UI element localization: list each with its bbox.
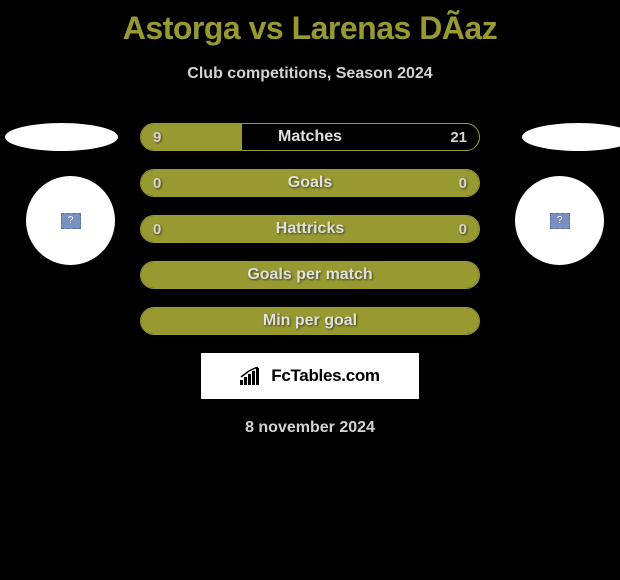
stats-area: 9 Matches 21 0 Goals 0 0 Hattricks 0 Goa… bbox=[0, 123, 620, 437]
stat-label: Goals per match bbox=[247, 266, 372, 284]
comparison-card: Astorga vs Larenas DÃ­az Club competitio… bbox=[0, 0, 620, 437]
stat-rows: 9 Matches 21 0 Goals 0 0 Hattricks 0 Goa… bbox=[140, 123, 480, 335]
stat-left-value: 0 bbox=[153, 221, 161, 238]
player-right-name-placeholder bbox=[522, 123, 620, 151]
stat-row-matches: 9 Matches 21 bbox=[140, 123, 480, 151]
stat-label: Goals bbox=[288, 174, 332, 192]
stat-label: Hattricks bbox=[276, 220, 344, 238]
stat-row-goals: 0 Goals 0 bbox=[140, 169, 480, 197]
stat-right-value: 0 bbox=[459, 175, 467, 192]
player-left-name-placeholder bbox=[5, 123, 118, 151]
image-placeholder-icon bbox=[550, 213, 570, 229]
stat-left-value: 0 bbox=[153, 175, 161, 192]
date-text: 8 november 2024 bbox=[0, 419, 620, 437]
stat-row-min-per-goal: Min per goal bbox=[140, 307, 480, 335]
player-left-avatar bbox=[26, 176, 115, 265]
player-right-avatar bbox=[515, 176, 604, 265]
watermark: FcTables.com bbox=[201, 353, 419, 399]
stat-label: Matches bbox=[278, 128, 342, 146]
stat-row-hattricks: 0 Hattricks 0 bbox=[140, 215, 480, 243]
image-placeholder-icon bbox=[61, 213, 81, 229]
stat-left-value: 9 bbox=[153, 129, 161, 146]
chart-icon bbox=[240, 367, 264, 385]
stat-right-value: 0 bbox=[459, 221, 467, 238]
stat-row-goals-per-match: Goals per match bbox=[140, 261, 480, 289]
page-title: Astorga vs Larenas DÃ­az bbox=[0, 0, 620, 47]
watermark-text: FcTables.com bbox=[271, 366, 380, 386]
page-subtitle: Club competitions, Season 2024 bbox=[0, 65, 620, 83]
stat-right-value: 21 bbox=[450, 129, 467, 146]
stat-label: Min per goal bbox=[263, 312, 357, 330]
